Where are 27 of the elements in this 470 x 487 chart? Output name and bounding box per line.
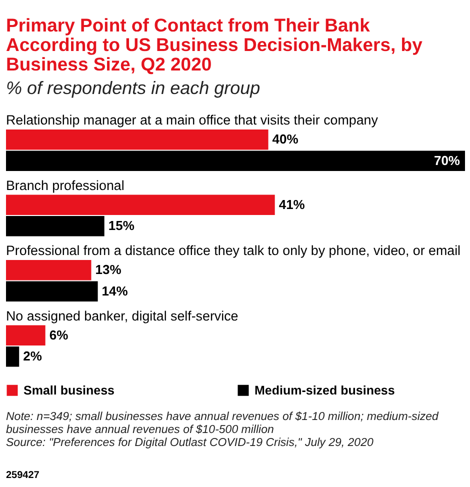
- text: 259427: [6, 470, 40, 481]
- y-tick-label: Branch professional: [6, 178, 124, 193]
- bar: [6, 150, 465, 171]
- bar: [6, 216, 104, 236]
- bar: [6, 130, 268, 150]
- chart-subtitle: % of respondents in each group: [6, 78, 260, 98]
- y-tick-label: Relationship manager at a main office that visits their company: [6, 112, 378, 128]
- text: Note: n=349; small businesses have annual revenues of $1-10 million; medium-sized businesses have annual revenues of $10-500 million: [6, 411, 440, 436]
- chart-title: Primary Point of Contact from Their Bank According to US Business Decision-Makers, by Business Size, Q2 2020: [6, 14, 424, 74]
- data-label: 6%: [49, 327, 69, 342]
- legend-label: Medium-sized business: [254, 383, 395, 398]
- bar: [6, 325, 46, 346]
- source-note: Source: "Preferences for Digital Outlast COVID-19 Crisis," July 29, 2020: [6, 437, 374, 449]
- data-label: 14%: [102, 283, 128, 298]
- legend-label: Small business: [24, 383, 115, 398]
- data-label: 2%: [23, 348, 42, 364]
- data-label: 40%: [272, 132, 299, 147]
- data-label: 13%: [95, 262, 122, 278]
- y-tick-label: No assigned banker, digital self-service: [6, 308, 238, 324]
- data-label: 15%: [108, 218, 135, 234]
- bar: [6, 281, 98, 302]
- bar: [6, 260, 92, 280]
- data-label: 41%: [278, 196, 306, 212]
- y-tick-label: Professional from a distance office they talk to only by phone, video, or email: [6, 243, 461, 258]
- bar: [6, 346, 20, 367]
- data-label: 70%: [434, 152, 460, 168]
- bar: [6, 194, 275, 215]
